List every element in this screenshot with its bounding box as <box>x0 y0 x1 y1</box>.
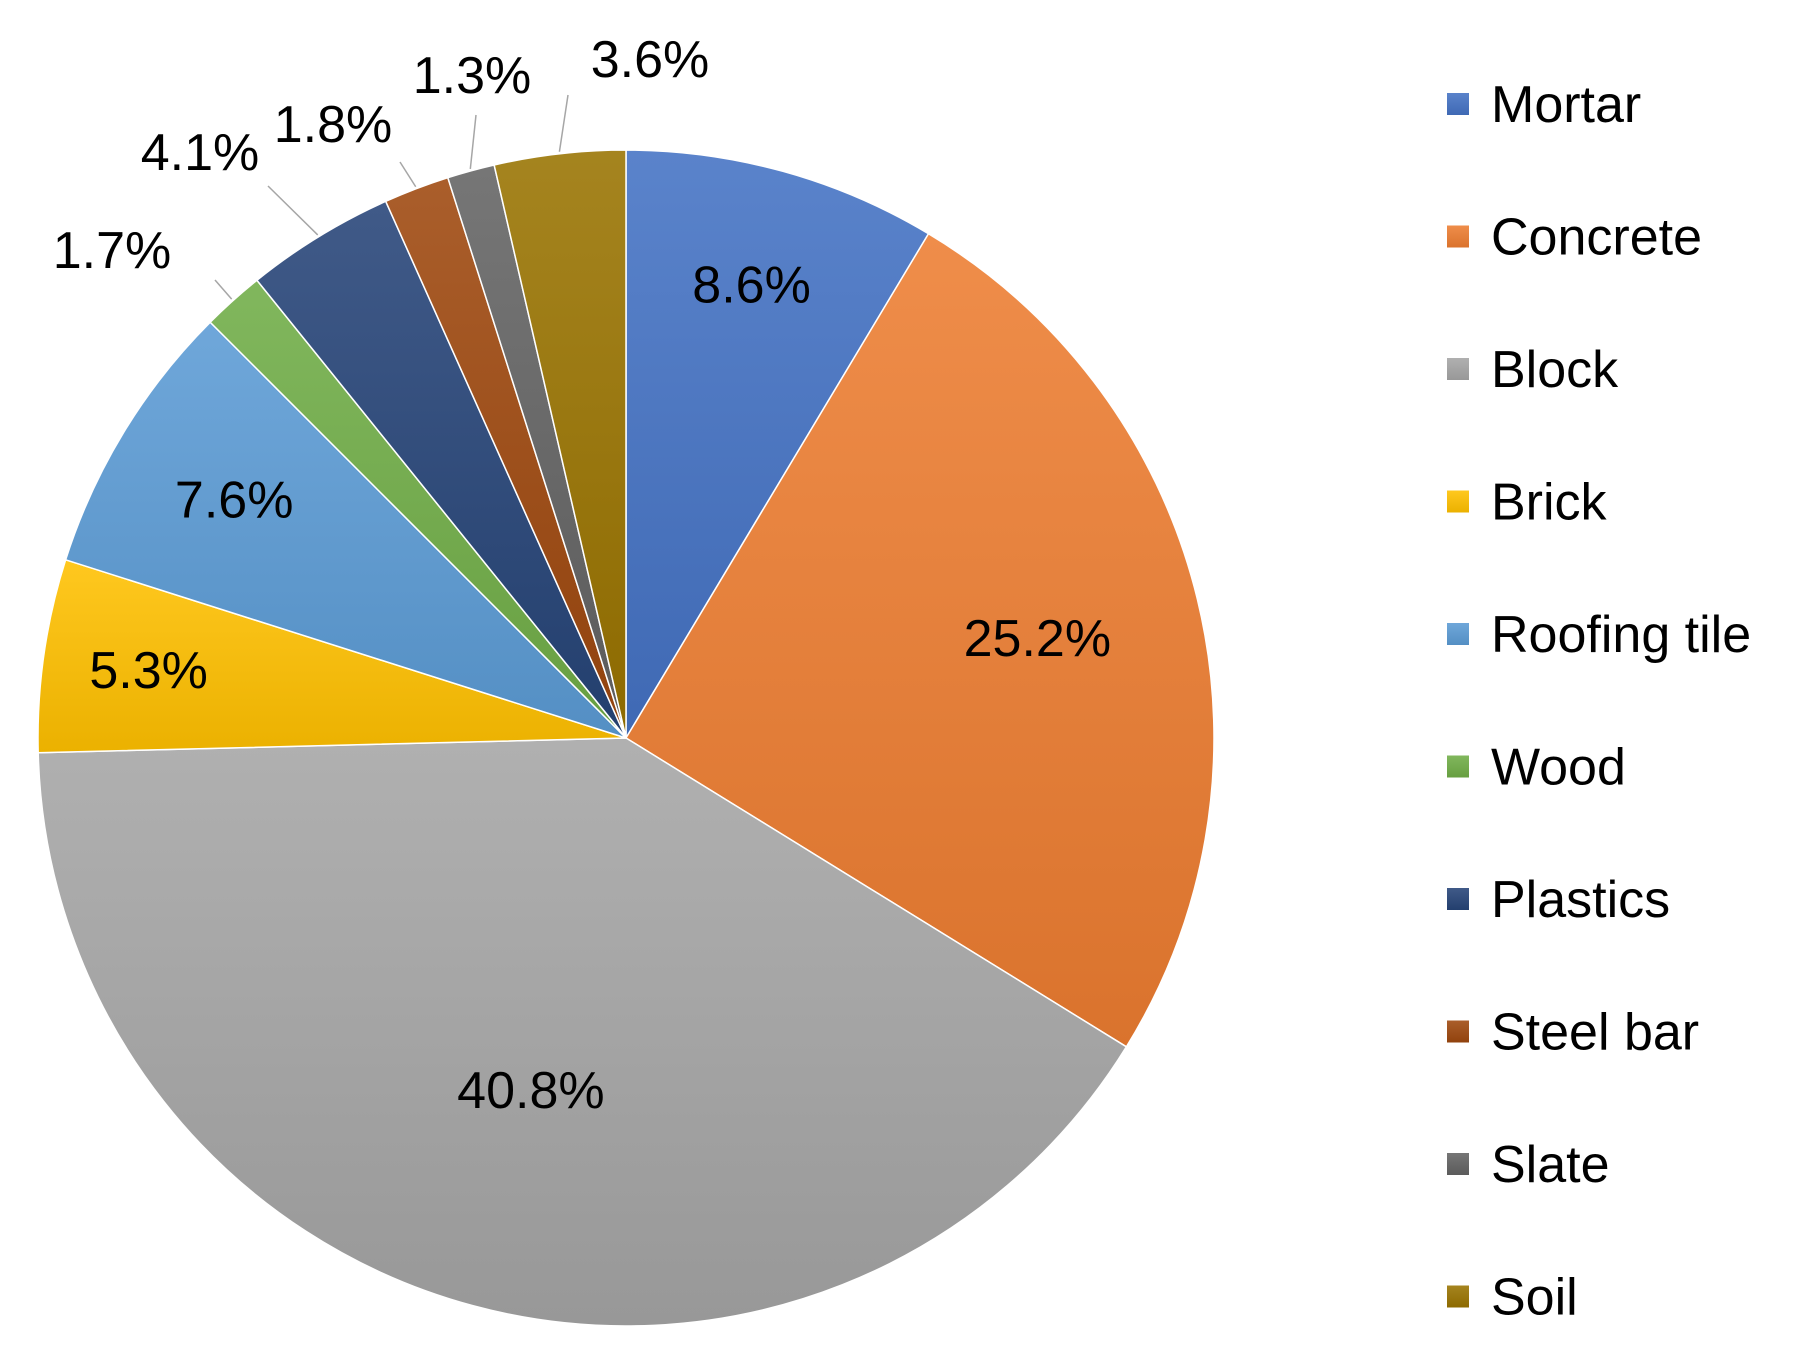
legend-label-wood: Wood <box>1491 739 1626 797</box>
slice-label-soil: 3.6% <box>591 31 710 89</box>
slice-block <box>37 737 1128 1327</box>
legend-swatch-block <box>1447 358 1469 380</box>
legend: Mortar Concrete Block Brick Roofing tile Wood… <box>1447 76 1751 1327</box>
legend-label-steel-bar: Steel bar <box>1491 1004 1699 1062</box>
slice-label-plastics: 4.1% <box>141 124 260 182</box>
slice-label-block: 40.8% <box>457 1062 604 1120</box>
slice-label-brick: 5.3% <box>89 642 208 700</box>
slice-soil <box>493 149 627 739</box>
leader-line-plastics <box>267 185 319 236</box>
legend-swatch-soil <box>1447 1285 1469 1308</box>
legend-swatch-concrete <box>1447 225 1469 248</box>
slice-label-slate: 1.3% <box>413 47 532 105</box>
slice-label-wood: 1.7% <box>53 222 172 280</box>
slice-concrete <box>624 232 1215 1048</box>
leader-line-soil <box>558 94 569 152</box>
slice-mortar <box>625 149 930 741</box>
legend-label-plastics: Plastics <box>1491 871 1670 929</box>
legend-swatch-slate <box>1447 1153 1469 1175</box>
leader-line-wood <box>214 279 233 300</box>
legend-label-soil: Soil <box>1491 1269 1578 1327</box>
leader-lines <box>214 94 569 300</box>
slice-label-roofing-tile: 7.6% <box>175 472 294 530</box>
legend-swatch-steel-bar <box>1447 1020 1469 1043</box>
legend-swatch-mortar <box>1447 93 1469 115</box>
legend-swatch-roofing-tile <box>1447 623 1469 645</box>
slice-roofing-tile <box>64 321 627 739</box>
slice-label-concrete: 25.2% <box>964 610 1111 668</box>
pie-slices <box>37 149 1215 1327</box>
legend-label-slate: Slate <box>1491 1136 1610 1194</box>
legend-label-brick: Brick <box>1491 474 1608 532</box>
slice-labels: 8.6% 25.2% 40.8% 5.3% 7.6% 1.7% 4.1% 1.8% 1.3% 3.… <box>53 31 1111 1120</box>
legend-label-mortar: Mortar <box>1491 76 1641 134</box>
leader-line-slate <box>469 114 477 169</box>
slice-label-steel-bar: 1.8% <box>274 96 393 154</box>
legend-swatch-wood <box>1447 755 1469 778</box>
legend-label-concrete: Concrete <box>1491 209 1702 267</box>
leader-line-steel-bar <box>399 161 417 188</box>
legend-label-roofing-tile: Roofing tile <box>1491 606 1751 664</box>
legend-swatch-brick <box>1447 490 1469 513</box>
legend-label-block: Block <box>1491 341 1619 399</box>
slice-brick <box>37 558 627 754</box>
slice-label-mortar: 8.6% <box>692 257 811 315</box>
legend-swatch-plastics <box>1447 888 1469 910</box>
